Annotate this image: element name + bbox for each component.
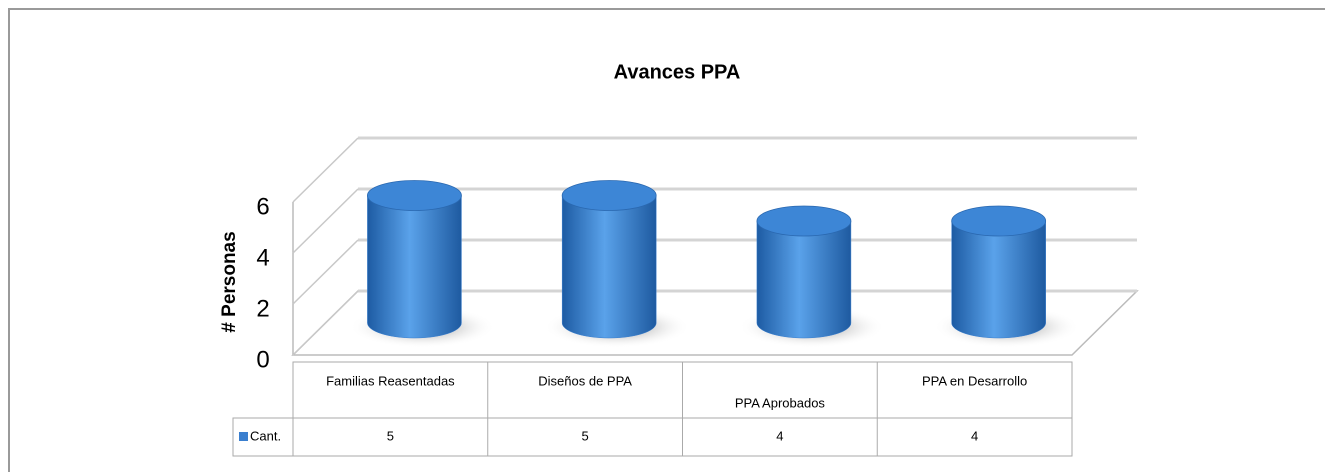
bar [951, 220, 1046, 339]
y-tick-label: 0 [256, 346, 269, 373]
legend-swatch [239, 432, 248, 441]
y-tick-label: 2 [256, 295, 269, 322]
side-grid-line [292, 188, 359, 254]
bar-top [561, 180, 657, 211]
bar-top [367, 180, 462, 211]
x-tick-label: Diseños de PPA [538, 373, 632, 388]
bar-top [756, 205, 852, 237]
bar [756, 220, 852, 339]
y-tick-label: 6 [256, 193, 269, 220]
table-value: 5 [387, 428, 394, 443]
legend-cell [232, 417, 294, 457]
x-tick-label: PPA Aprobados [735, 395, 826, 410]
side-grid-line [292, 137, 359, 203]
table-value: 4 [776, 428, 783, 443]
bar-top [951, 205, 1047, 237]
legend-label: Cant. [250, 428, 281, 443]
side-grid-line [292, 239, 359, 305]
table-value: 5 [582, 428, 589, 443]
x-tick-label: PPA en Desarrollo [922, 373, 1027, 388]
bar [367, 195, 462, 339]
side-grid-line [292, 290, 359, 356]
x-tick-label: Familias Reasentadas [326, 373, 455, 388]
bar [561, 195, 657, 339]
y-axis-label: # Personas [219, 231, 240, 332]
table-value: 4 [971, 428, 978, 443]
chart-title: Avances PPA [614, 61, 741, 83]
y-tick-label: 4 [256, 244, 269, 271]
